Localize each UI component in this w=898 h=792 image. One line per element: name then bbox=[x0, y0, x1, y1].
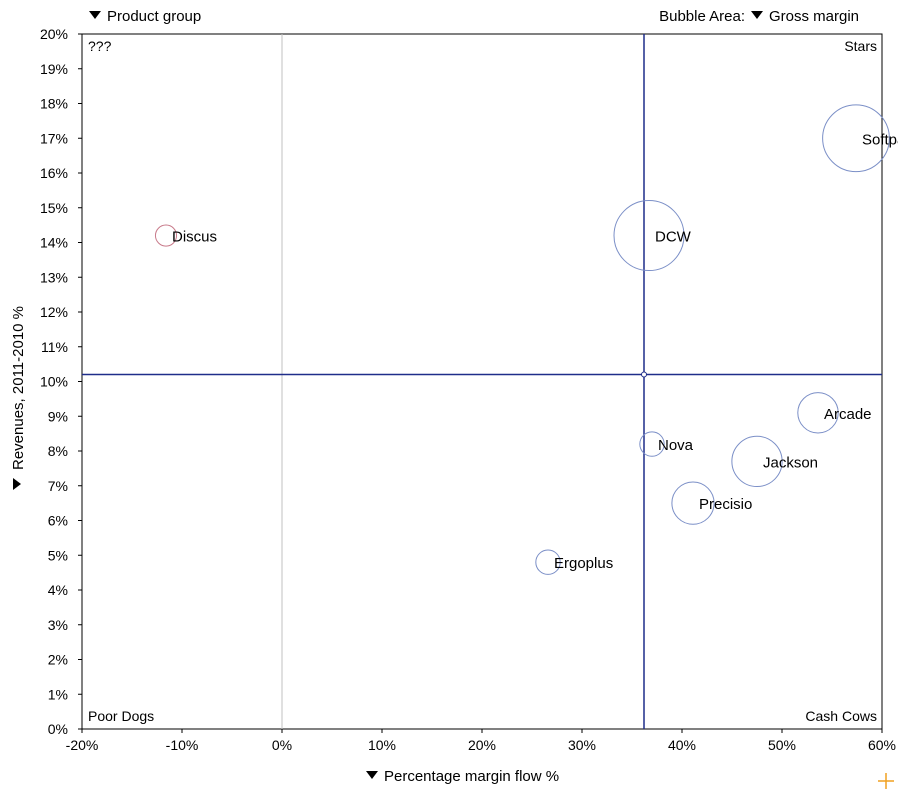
x-tick-label: 60% bbox=[868, 737, 896, 753]
plot-area: -20% -10% 0% 10% 20% 30% 40% 50% 60% 0% 1% 2% 3% 4% 5… bbox=[40, 26, 898, 753]
quadrant-label-top-left: ??? bbox=[88, 38, 112, 54]
y-tick-label: 1% bbox=[48, 686, 68, 702]
bubble-label: Discus bbox=[172, 229, 217, 246]
y-tick-label: 3% bbox=[48, 617, 68, 633]
y-tick-label: 15% bbox=[40, 200, 68, 216]
bubble-precisio[interactable] bbox=[671, 481, 715, 525]
x-tick-label: 50% bbox=[768, 737, 796, 753]
bubble-discus[interactable] bbox=[154, 224, 178, 247]
quadrant-label-top-right: Stars bbox=[844, 38, 877, 54]
bubble-dcw[interactable] bbox=[613, 200, 685, 272]
x-tick-label: 20% bbox=[468, 737, 496, 753]
product-group-selector[interactable]: Product group bbox=[89, 8, 201, 25]
triangle-down-icon bbox=[366, 771, 378, 779]
triangle-down-icon bbox=[89, 11, 101, 19]
bubble-arcade[interactable] bbox=[797, 392, 839, 434]
bubble-label: Arcade bbox=[824, 406, 872, 423]
bubbles: Softpad DCW Discus Arcade Nova Jackson Precisi… bbox=[154, 104, 898, 575]
x-tick-label: 10% bbox=[368, 737, 396, 753]
y-tick-label: 19% bbox=[40, 61, 68, 77]
quadrant-label-bottom-right: Cash Cows bbox=[805, 708, 877, 724]
x-axis-selector[interactable]: Percentage margin flow % bbox=[366, 768, 559, 785]
y-tick-label: 12% bbox=[40, 304, 68, 320]
x-axis-ticks: -20% -10% 0% 10% 20% 30% 40% 50% 60% bbox=[66, 729, 896, 753]
bubble-ergoplus[interactable] bbox=[535, 549, 561, 575]
triangle-right-icon bbox=[13, 478, 21, 490]
y-axis-ticks: 0% 1% 2% 3% 4% 5% 6% 7% 8% 9% 10% 11% 12% 13% 14% 15% 16… bbox=[40, 26, 82, 737]
gross-margin-selector[interactable]: Gross margin bbox=[751, 8, 859, 25]
x-tick-label: -20% bbox=[66, 737, 99, 753]
y-tick-label: 14% bbox=[40, 235, 68, 251]
bubble-label: Jackson bbox=[763, 454, 818, 471]
product-group-label: Product group bbox=[107, 8, 201, 25]
y-axis-selector[interactable]: Revenues, 2011-2010 % bbox=[10, 306, 27, 490]
y-tick-label: 7% bbox=[48, 478, 68, 494]
y-tick-label: 17% bbox=[40, 130, 68, 146]
bubble-softpad[interactable] bbox=[822, 104, 890, 173]
y-tick-label: 16% bbox=[40, 165, 68, 181]
y-tick-label: 13% bbox=[40, 269, 68, 285]
reference-intersection-marker bbox=[641, 371, 647, 378]
x-tick-label: 30% bbox=[568, 737, 596, 753]
bubble-label: Nova bbox=[658, 437, 694, 454]
y-tick-label: 4% bbox=[48, 582, 68, 598]
y-tick-label: 11% bbox=[41, 339, 68, 355]
bubble-nova[interactable] bbox=[639, 431, 665, 457]
x-tick-label: -10% bbox=[166, 737, 199, 753]
bubble-label: DCW bbox=[655, 229, 692, 246]
x-tick-label: 40% bbox=[668, 737, 696, 753]
x-tick-label: 0% bbox=[272, 737, 292, 753]
y-tick-label: 8% bbox=[48, 443, 68, 459]
bubble-jackson[interactable] bbox=[731, 435, 783, 488]
bubble-label: Precisio bbox=[699, 496, 752, 513]
bubble-label: Ergoplus bbox=[554, 555, 613, 572]
x-axis-title: Percentage margin flow % bbox=[384, 768, 559, 785]
plus-icon[interactable] bbox=[878, 773, 894, 789]
y-tick-label: 2% bbox=[48, 652, 68, 668]
triangle-down-icon bbox=[751, 11, 763, 19]
y-tick-label: 5% bbox=[48, 547, 68, 563]
quadrant-label-bottom-left: Poor Dogs bbox=[88, 708, 154, 724]
y-axis-title: Revenues, 2011-2010 % bbox=[10, 306, 27, 470]
bubble-area-label: Bubble Area: bbox=[659, 8, 745, 25]
gross-margin-label: Gross margin bbox=[769, 8, 859, 25]
y-tick-label: 9% bbox=[48, 408, 68, 424]
y-tick-label: 20% bbox=[40, 26, 68, 42]
bubble-label: Softpad bbox=[862, 131, 898, 148]
y-tick-label: 0% bbox=[48, 721, 68, 737]
y-tick-label: 18% bbox=[40, 96, 68, 112]
plot-frame bbox=[81, 33, 883, 730]
y-tick-label: 10% bbox=[40, 374, 68, 390]
y-tick-label: 6% bbox=[48, 513, 68, 529]
